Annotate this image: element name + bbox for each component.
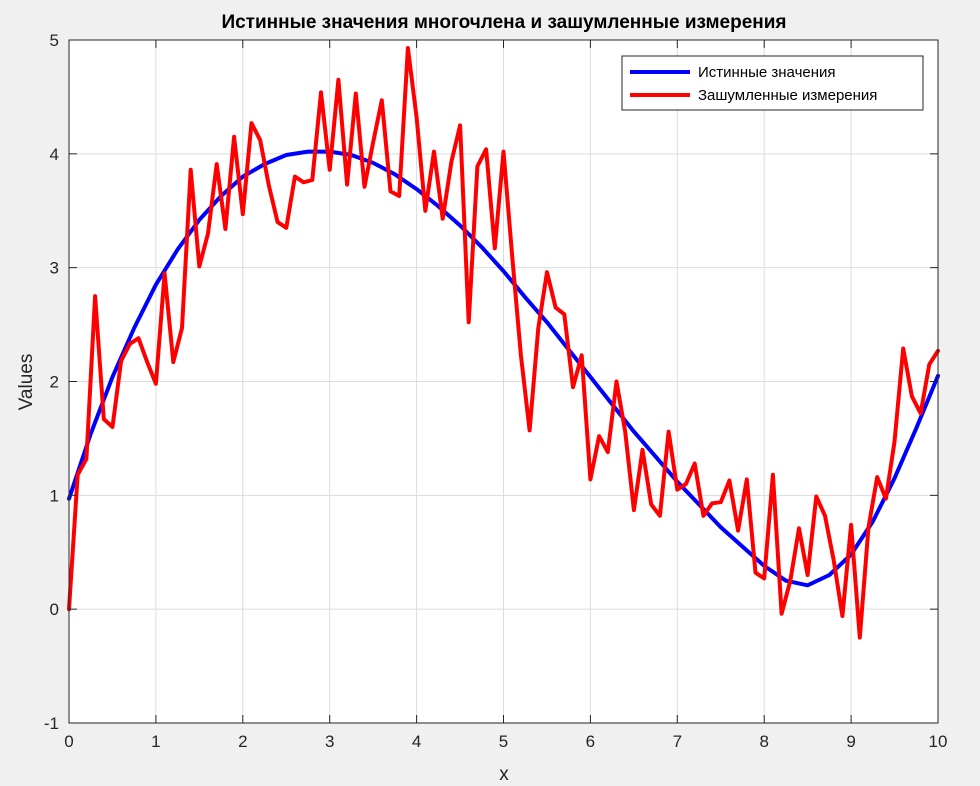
y-axis-label: Values [16, 354, 37, 411]
y-tick-label: 1 [50, 486, 59, 505]
x-tick-label: 8 [759, 732, 768, 751]
x-tick-label: 2 [238, 732, 247, 751]
legend: Истинные значения Зашумленные измерения [621, 55, 924, 111]
y-tick-label: -1 [44, 714, 59, 733]
x-tick-label: 10 [929, 732, 948, 751]
x-tick-label: 6 [586, 732, 595, 751]
y-tick-label: 4 [50, 145, 59, 164]
legend-box [621, 55, 924, 111]
series-layer [67, 46, 940, 640]
x-tick-label: 5 [499, 732, 508, 751]
x-tick-label: 0 [64, 732, 73, 751]
x-tick-label: 3 [325, 732, 334, 751]
y-tick-label: 2 [50, 373, 59, 392]
x-tick-label: 7 [673, 732, 682, 751]
x-tick-label: 4 [412, 732, 421, 751]
y-tick-label: 0 [50, 600, 59, 619]
series-line-noisy-measurements [67, 46, 940, 640]
legend-label-noisy-measurements: Зашумленные измерения [698, 87, 877, 104]
x-axis-label: x [499, 764, 509, 785]
chart-title: Истинные значения многочлена и зашумленн… [221, 12, 786, 33]
x-tick-label: 1 [151, 732, 160, 751]
y-tick-label: 3 [50, 259, 59, 278]
y-tick-label: 5 [50, 31, 59, 50]
x-tick-label: 9 [846, 732, 855, 751]
ticks: 0 1 2 3 4 5 6 7 8 9 10 -1 0 1 2 3 4 5 [44, 31, 948, 751]
series-line-true-values [67, 149, 940, 588]
legend-label-true-values: Истинные значения [698, 64, 836, 81]
